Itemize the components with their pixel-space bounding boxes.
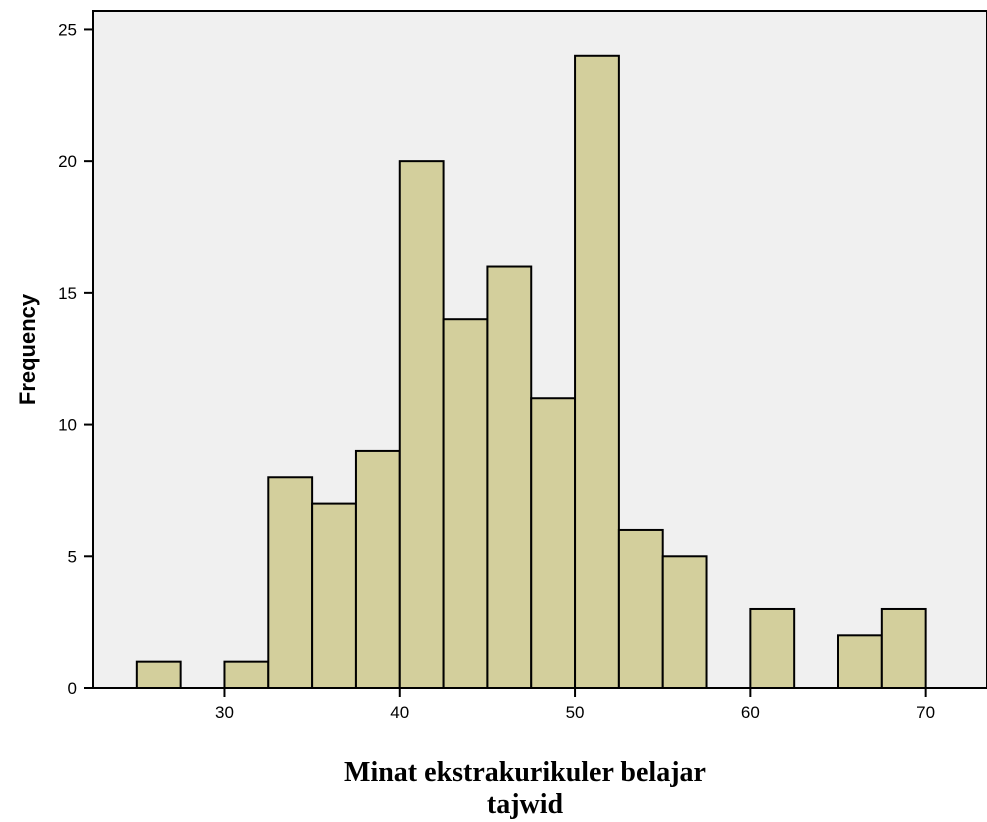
x-tick-label: 70	[916, 703, 935, 722]
histogram-bar	[137, 662, 181, 688]
y-tick-label: 0	[68, 679, 77, 698]
histogram-bar	[882, 609, 926, 688]
y-tick-label: 10	[58, 416, 77, 435]
histogram-bar	[531, 398, 575, 688]
histogram-bar	[400, 161, 444, 688]
histogram-bar	[444, 319, 488, 688]
histogram-bar	[838, 635, 882, 688]
y-tick-label: 5	[68, 547, 77, 566]
y-axis-label: Frequency	[15, 293, 40, 405]
x-axis: 30 40 50 60 70	[215, 688, 935, 722]
x-tick-label: 40	[390, 703, 409, 722]
x-tick-label: 30	[215, 703, 234, 722]
x-axis-label-line-2: tajwid	[487, 789, 564, 820]
x-tick-label: 60	[741, 703, 760, 722]
y-tick-label: 15	[58, 284, 77, 303]
histogram-bar	[356, 451, 400, 688]
y-tick-label: 20	[58, 152, 77, 171]
x-tick-label: 50	[566, 703, 585, 722]
histogram-bar	[750, 609, 794, 688]
histogram-bar	[619, 530, 663, 688]
histogram-bar	[268, 477, 312, 688]
y-tick-label: 25	[58, 20, 77, 39]
histogram-bar	[224, 662, 268, 688]
x-axis-label-line-1: Minat ekstrakurikuler belajar	[344, 757, 706, 788]
histogram-bar	[487, 267, 531, 688]
histogram-bar	[575, 56, 619, 688]
histogram-bar	[663, 556, 707, 688]
histogram-bar	[312, 504, 356, 688]
y-axis: 0 5 10 15 20 25	[58, 20, 93, 698]
